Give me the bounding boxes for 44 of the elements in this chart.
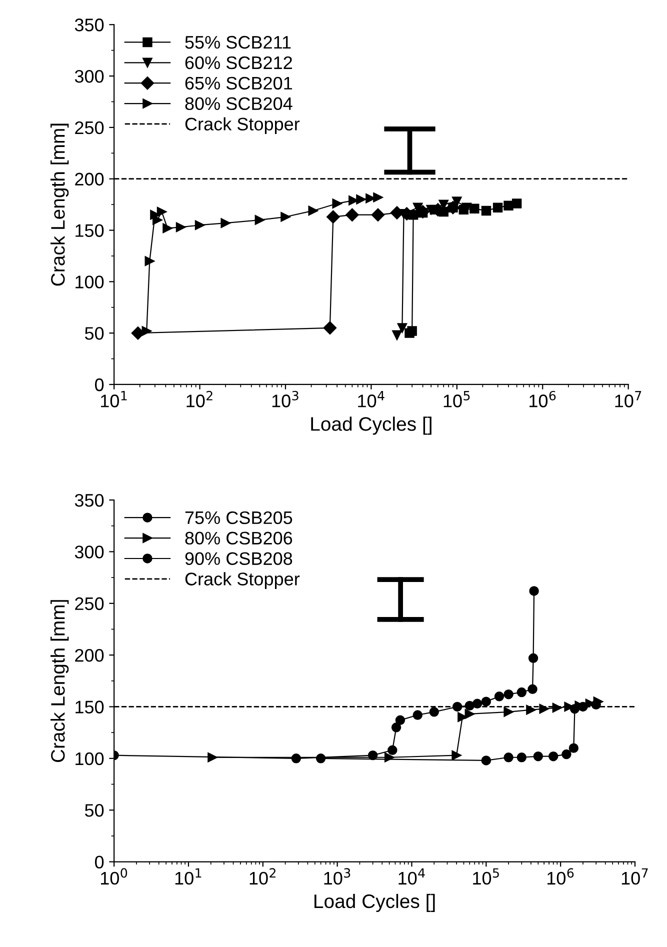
x-tick-label: 10$^{7}$: [622, 868, 648, 885]
legend-label: 65% SCB201: [185, 76, 292, 90]
y-tick-label: 300: [74, 70, 104, 83]
x-tick-label: 10$^{3}$: [324, 868, 350, 885]
y-tick-label: 300: [74, 546, 104, 558]
x-tick-label: 10$^{4}$: [398, 868, 425, 885]
y-tick-label: 150: [76, 224, 104, 237]
x-tick-label: 10$^{2}$: [250, 868, 276, 885]
x-axis-title: Load Cycles []: [311, 416, 432, 435]
legend-label: Crack Stopper: [185, 572, 300, 590]
x-tick-label: 10$^{5}$: [444, 391, 470, 408]
x-tick-label: 10$^{6}$: [548, 868, 574, 885]
legend-label: 90% CSB208: [185, 552, 292, 565]
y-tick-label: 200: [75, 648, 104, 662]
legend-label: 80% CSB206: [185, 532, 292, 545]
x-tick-label: 10$^{4}$: [358, 391, 384, 408]
y-tick-label: 100: [76, 752, 104, 766]
y-tick-label: 100: [76, 276, 104, 288]
x-tick-label: 10$^{3}$: [272, 390, 298, 408]
y-tick-label: 50: [84, 327, 104, 340]
x-tick-label: 10$^{7}$: [615, 391, 642, 408]
y-tick-label: 250: [75, 121, 104, 134]
x-tick-label: 10$^{2}$: [186, 390, 212, 408]
x-tick-label: 10$^{0}$: [100, 868, 128, 885]
legend-label: 55% SCB211: [185, 36, 291, 49]
legend-label: 60% SCB212: [185, 56, 292, 70]
x-tick-label: 10$^{1}$: [100, 391, 127, 408]
y-tick-label: 200: [75, 172, 104, 186]
y-axis-title: Crack Length [mm]: [50, 600, 69, 762]
y-tick-label: 150: [76, 700, 104, 714]
x-tick-label: 10$^{1}$: [175, 868, 202, 885]
y-tick-label: 350: [74, 494, 104, 507]
y-tick-label: 0: [95, 856, 104, 868]
legend-label: 75% CSB205: [185, 511, 292, 524]
x-axis-title: Load Cycles []: [314, 894, 435, 912]
legend-label: Crack Stopper: [185, 117, 300, 134]
legend-label: 80% SCB204: [185, 97, 292, 110]
x-tick-label: 10$^{6}$: [530, 390, 556, 408]
y-tick-label: 50: [84, 804, 104, 817]
y-tick-label: 0: [95, 378, 104, 392]
x-tick-label: 10$^{5}$: [473, 868, 499, 885]
y-tick-label: 350: [74, 18, 104, 32]
y-axis-title: Crack Length [mm]: [50, 124, 69, 286]
y-tick-label: 250: [75, 597, 104, 610]
